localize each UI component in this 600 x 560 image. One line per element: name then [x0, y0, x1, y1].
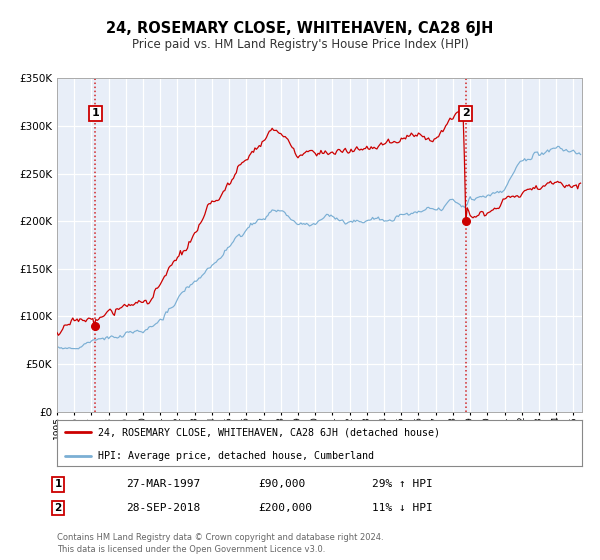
- Text: 1: 1: [55, 479, 62, 489]
- Text: 2: 2: [462, 109, 470, 118]
- Text: 28-SEP-2018: 28-SEP-2018: [126, 503, 200, 513]
- Text: 11% ↓ HPI: 11% ↓ HPI: [372, 503, 433, 513]
- Text: Contains HM Land Registry data © Crown copyright and database right 2024.: Contains HM Land Registry data © Crown c…: [57, 533, 383, 542]
- Text: 2: 2: [55, 503, 62, 513]
- Text: 27-MAR-1997: 27-MAR-1997: [126, 479, 200, 489]
- Text: 1: 1: [92, 109, 99, 118]
- Text: 24, ROSEMARY CLOSE, WHITEHAVEN, CA28 6JH (detached house): 24, ROSEMARY CLOSE, WHITEHAVEN, CA28 6JH…: [98, 427, 440, 437]
- Text: This data is licensed under the Open Government Licence v3.0.: This data is licensed under the Open Gov…: [57, 545, 325, 554]
- Text: £90,000: £90,000: [258, 479, 305, 489]
- Text: HPI: Average price, detached house, Cumberland: HPI: Average price, detached house, Cumb…: [98, 451, 374, 461]
- Text: £200,000: £200,000: [258, 503, 312, 513]
- Text: 24, ROSEMARY CLOSE, WHITEHAVEN, CA28 6JH: 24, ROSEMARY CLOSE, WHITEHAVEN, CA28 6JH: [106, 21, 494, 36]
- Text: 29% ↑ HPI: 29% ↑ HPI: [372, 479, 433, 489]
- Text: Price paid vs. HM Land Registry's House Price Index (HPI): Price paid vs. HM Land Registry's House …: [131, 38, 469, 51]
